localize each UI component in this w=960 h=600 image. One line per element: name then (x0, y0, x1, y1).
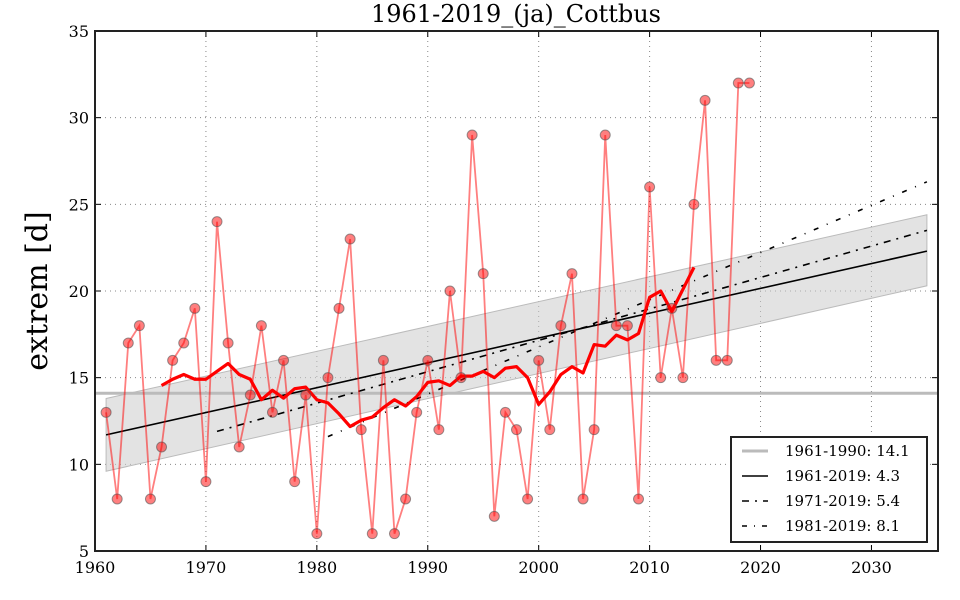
data-point (566, 268, 578, 280)
plot-frame (94, 30, 939, 552)
data-point (588, 424, 600, 436)
x-tick-label: 1980 (296, 558, 337, 577)
data-point (555, 320, 567, 332)
legend-label-trend-1961: 1961-2019: 4.3 (785, 467, 900, 485)
legend-label-trend-1981: 1981-2019: 8.1 (785, 517, 900, 535)
trend-line-1961 (105, 250, 928, 436)
trend-line-1981 (327, 181, 928, 438)
data-point (200, 476, 212, 488)
data-point (422, 354, 434, 366)
legend-label-trend-1971: 1971-2019: 5.4 (785, 492, 900, 510)
data-point (244, 389, 256, 401)
data-point (355, 424, 367, 436)
x-tick-label: 1990 (407, 558, 448, 577)
x-tick-label: 2030 (851, 558, 892, 577)
data-point (388, 528, 400, 540)
data-point (377, 354, 389, 366)
data-point (533, 354, 545, 366)
y-tick-label: 20 (69, 282, 89, 301)
y-tick-label: 5 (79, 542, 89, 561)
data-point (322, 372, 334, 384)
data-point (178, 337, 190, 349)
data-point (344, 233, 356, 245)
data-point (455, 372, 467, 384)
x-tick-label: 1970 (186, 558, 227, 577)
data-point (610, 320, 622, 332)
data-point (444, 285, 456, 297)
data-point (499, 406, 511, 418)
data-point (333, 302, 345, 314)
x-tick-label: 2000 (518, 558, 559, 577)
data-point (599, 129, 611, 141)
data-point (732, 77, 744, 89)
y-tick-label: 35 (69, 22, 89, 41)
data-point (278, 354, 290, 366)
data-point (122, 337, 134, 349)
tick-labels: 1960 1970 1980 1990 2000 2010 2020 2030 5 10 15 20 2… (69, 22, 892, 577)
legend-label-baseline: 1961-1990: 14.1 (785, 442, 910, 460)
data-point (222, 337, 234, 349)
data-point (311, 528, 323, 540)
data-point (477, 268, 489, 280)
legend-box (730, 436, 928, 543)
data-point (289, 476, 301, 488)
x-tick-label: 2020 (740, 558, 781, 577)
data-point (677, 372, 689, 384)
data-point (721, 354, 733, 366)
data-point (144, 493, 156, 505)
trend-line-1971 (216, 229, 928, 433)
data-point (511, 424, 522, 436)
data-point (189, 302, 201, 314)
axes (94, 30, 939, 552)
y-tick-label: 10 (69, 455, 89, 474)
data-point (133, 320, 145, 332)
data-point (522, 493, 534, 505)
data-point (710, 354, 722, 366)
data-point (644, 181, 656, 193)
data-point (488, 510, 500, 522)
data-point (266, 406, 278, 418)
data-point (233, 441, 245, 453)
data-point (255, 320, 267, 332)
data-point (743, 77, 755, 89)
data-point (466, 129, 478, 141)
x-tick-label: 2010 (629, 558, 670, 577)
data-point (688, 198, 700, 210)
data-point (400, 493, 412, 505)
data-point (167, 354, 179, 366)
data-series (100, 77, 755, 540)
reference-lines (95, 181, 938, 438)
y-tick-label: 25 (69, 195, 89, 214)
data-point (621, 320, 633, 332)
data-point (111, 493, 123, 505)
y-axis-label: extrem [d] (20, 211, 55, 370)
data-point (699, 94, 711, 106)
running-mean-line (160, 266, 696, 429)
y-tick-label: 30 (69, 109, 89, 128)
data-point (211, 216, 223, 228)
data-point (156, 441, 168, 453)
legend: 1961-1990: 14.1 1961-2019: 4.3 1971-2019… (730, 436, 928, 543)
data-point (300, 389, 312, 401)
data-point (100, 406, 112, 418)
data-point (433, 424, 445, 436)
data-point (577, 493, 589, 505)
data-point (666, 302, 678, 314)
data-point (411, 406, 423, 418)
data-point (366, 528, 378, 540)
chart-title: 1961-2019_(ja)_Cottbus (371, 0, 661, 28)
data-point (544, 424, 556, 436)
y-tick-label: 15 (69, 369, 89, 388)
x-tick-label: 1960 (75, 558, 116, 577)
data-point (633, 493, 645, 505)
data-point (655, 372, 667, 384)
